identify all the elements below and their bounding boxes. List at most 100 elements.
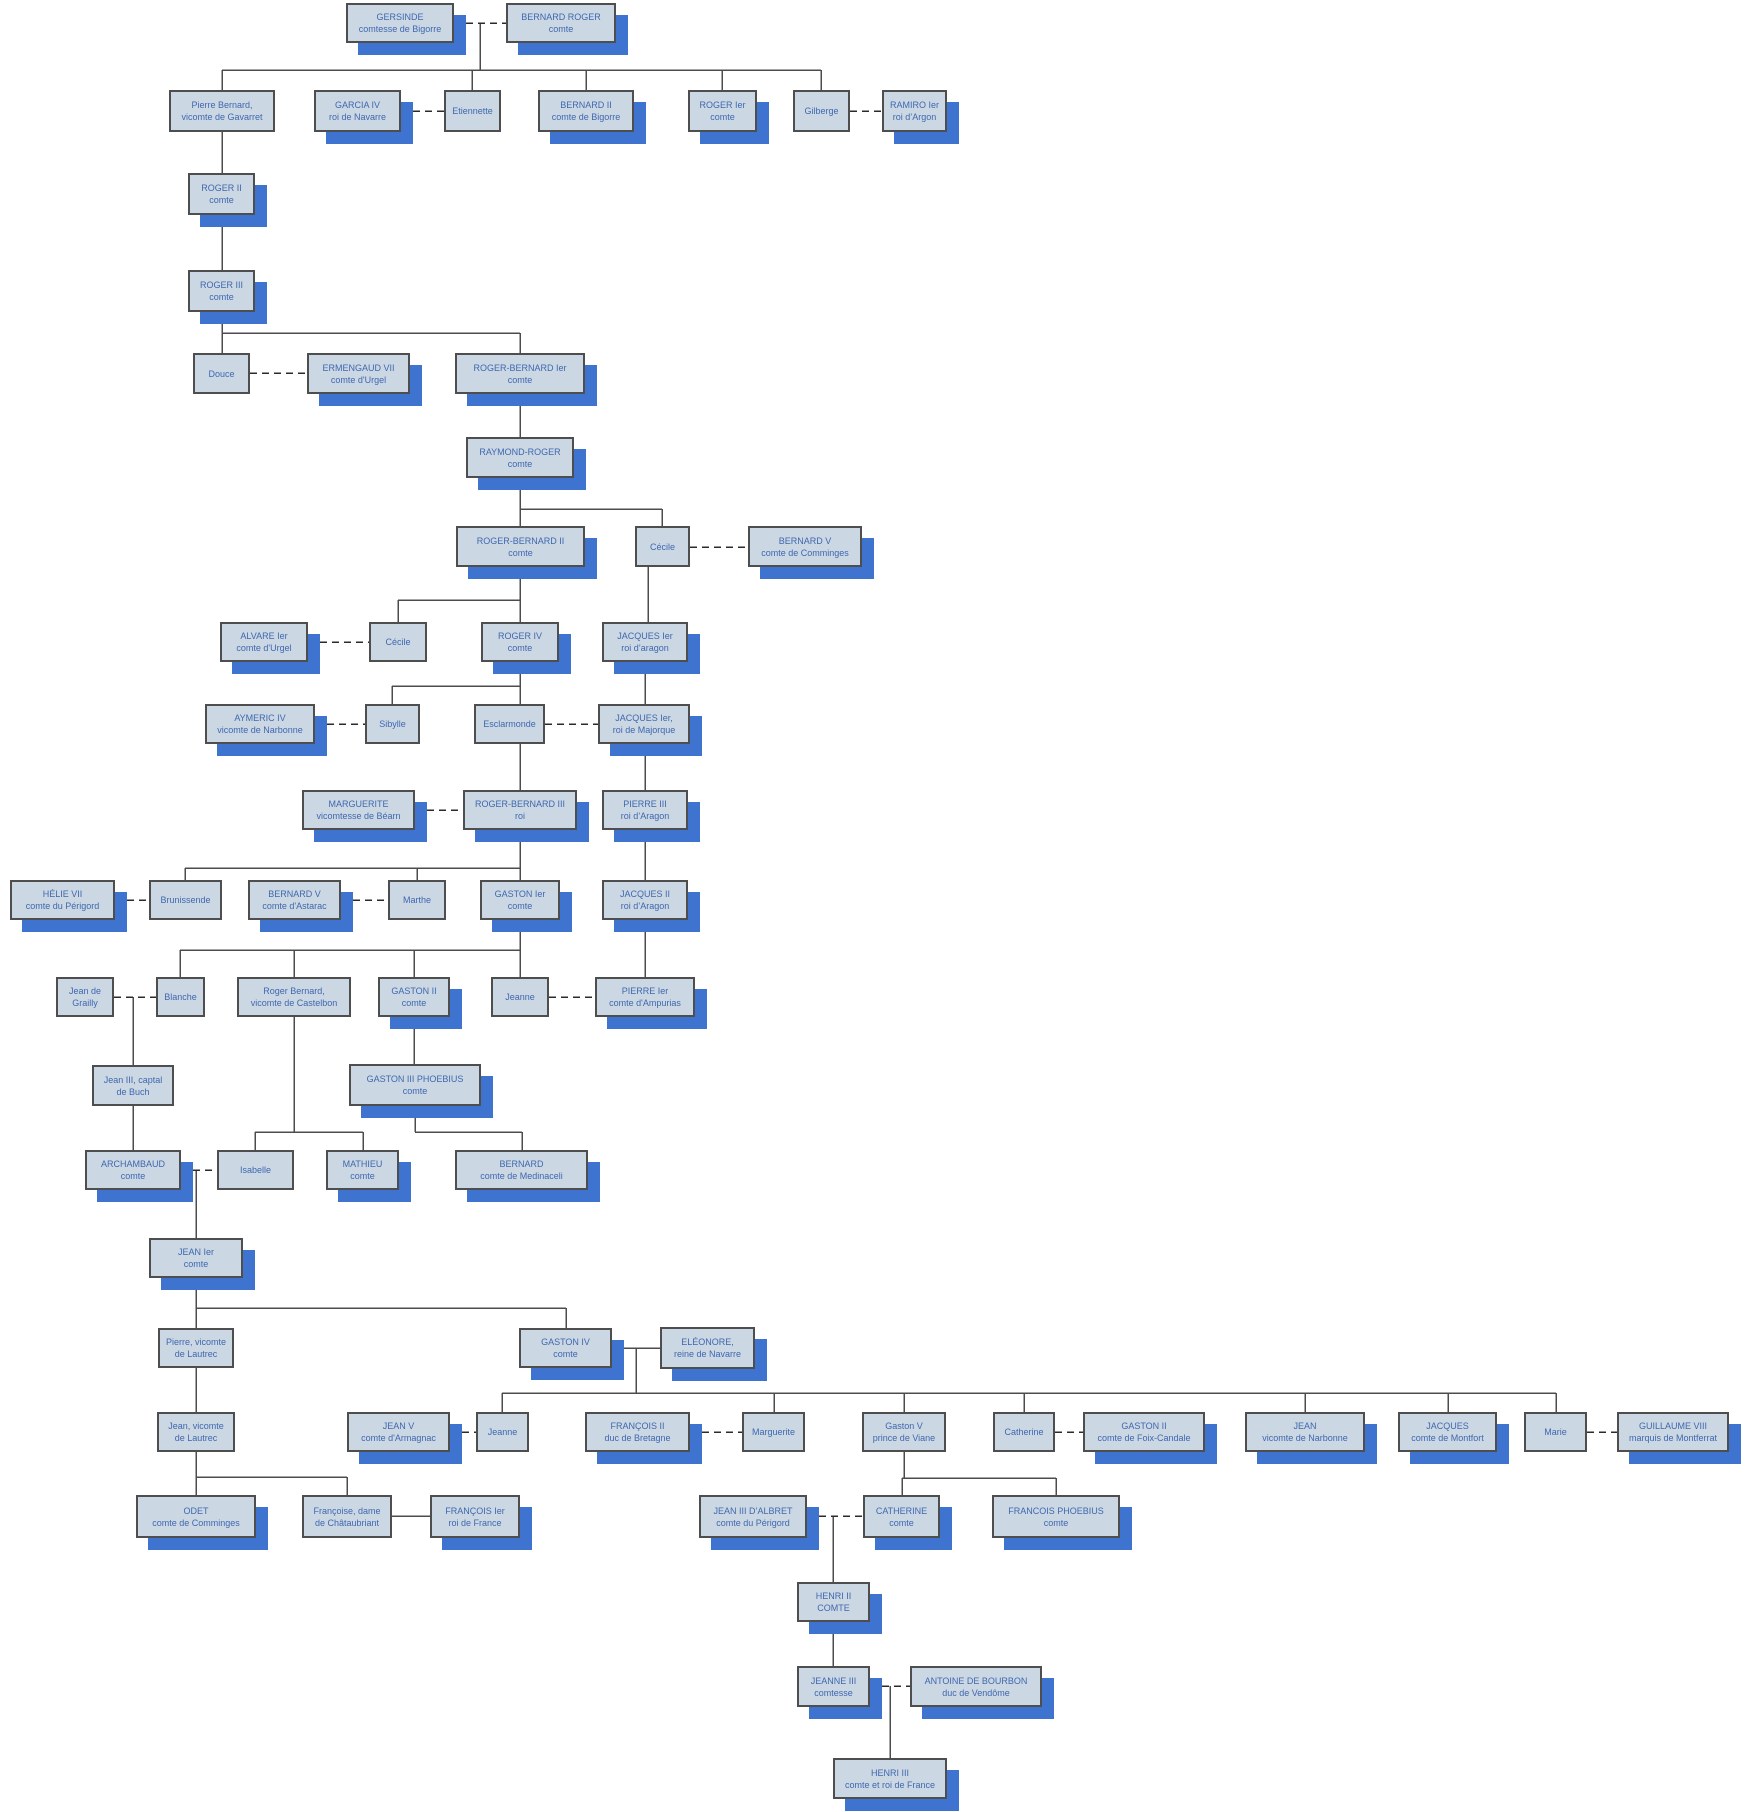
person-title: comte <box>507 374 533 385</box>
tree-node-guillaume-viii: GUILLAUME VIII marquis de Montferrat <box>1617 1412 1729 1452</box>
person-title: comte <box>507 901 533 911</box>
person-title: vicomte de Narbonne <box>1262 1433 1348 1443</box>
tree-node-marguerite-bearn: MARGUERITE vicomtesse de Béarn <box>302 790 415 830</box>
person-title: roi de Navarre <box>328 112 387 122</box>
tree-node-gaston-ier: GASTON Ier comte <box>480 880 560 920</box>
tree-node-marthe: Marthe <box>388 880 446 920</box>
tree-node-raymond-roger: RAYMOND-ROGER comte <box>466 437 574 478</box>
person-title: roi de France <box>448 1517 502 1528</box>
tree-node-jeanne-armagnac: Jeanne <box>476 1412 529 1452</box>
tree-node-odet: ODET comte de Comminges <box>136 1495 256 1538</box>
tree-node-marguerite-bretagne: Marguerite <box>742 1412 805 1452</box>
person-title: comte <box>507 458 533 469</box>
person-name: Gilberge <box>804 106 839 116</box>
person-name: Jean de <box>68 986 102 996</box>
tree-node-gaston-ii: GASTON II comte <box>378 977 450 1017</box>
person-title: marquis de Montferrat <box>1628 1433 1718 1443</box>
person-name: Cécile <box>385 637 411 647</box>
tree-node-catherine-candale: Catherine <box>993 1412 1055 1452</box>
tree-node-roger-iv: ROGER IV comte <box>481 622 559 662</box>
person-name: Cécile <box>649 541 675 552</box>
person-name: RAYMOND-ROGER <box>479 446 561 457</box>
person-name: Marie <box>1544 1427 1567 1437</box>
person-title: comte <box>710 112 735 122</box>
tree-node-bernard-v-astarac: BERNARD V comte d'Astarac <box>248 880 341 920</box>
tree-node-jacques-majorque: JACQUES Ier, roi de Majorque <box>598 704 690 744</box>
person-name: Jean, vicomte <box>168 1421 224 1431</box>
person-name: FRANÇOIS Ier <box>445 1505 505 1516</box>
tree-node-blanche: Blanche <box>156 977 205 1017</box>
person-name: ODET <box>183 1505 209 1516</box>
tree-node-francois-ier: FRANÇOIS Ier roi de France <box>430 1495 520 1538</box>
tree-node-jeanne-foix: Jeanne <box>491 977 549 1017</box>
person-title: comte <box>507 643 533 653</box>
person-title: vicomte de Castelbon <box>250 998 338 1008</box>
person-name: ALVARE Ier <box>240 631 288 641</box>
tree-node-gaston-ii-foix-candale: GASTON II comte de Foix-Candale <box>1083 1412 1205 1452</box>
person-name: JEAN V <box>382 1421 415 1431</box>
tree-node-ermengaud-vii: ERMENGAUD VII comte d'Urgel <box>307 353 410 394</box>
person-name: ROGER Ier <box>699 100 746 110</box>
tree-node-jean-iii-captal: Jean III, captal de Buch <box>92 1065 174 1106</box>
person-name: Blanche <box>164 992 197 1002</box>
tree-node-pierre-lautrec: Pierre, vicomte de Lautrec <box>158 1328 234 1368</box>
tree-node-henri-ii: HENRI II COMTE <box>797 1582 870 1622</box>
tree-node-jacques-ii: JACQUES II roi d’Aragon <box>602 880 688 920</box>
person-name: Esclarmonde <box>483 719 536 729</box>
person-name: GASTON Ier <box>494 889 546 899</box>
person-name: BERNARD ROGER <box>521 12 601 22</box>
tree-node-jean-iii-albret: JEAN III D’ALBRET comte du Périgord <box>699 1495 807 1538</box>
tree-node-roger-bernard-iii: ROGER-BERNARD III roi <box>463 790 577 830</box>
person-name: Catherine <box>1004 1427 1044 1437</box>
person-title: comte du Périgord <box>716 1517 790 1528</box>
person-title: comte du Périgord <box>25 901 100 911</box>
person-title: de Buch <box>116 1086 150 1097</box>
tree-node-jean-ier: JEAN Ier comte <box>149 1238 243 1278</box>
tree-node-gersinde: GERSINDE comtesse de Bigorre <box>346 3 454 43</box>
tree-node-etiennette: Etiennette <box>444 90 501 132</box>
tree-node-gilberge: Gilberge <box>793 90 850 132</box>
person-name: Etiennette <box>452 106 493 116</box>
person-name: GASTON II <box>1121 1421 1167 1431</box>
person-name: GUILLAUME VIII <box>1638 1421 1708 1431</box>
person-title: roi d’Argon <box>892 112 937 122</box>
person-name: ROGER IV <box>497 631 542 641</box>
person-name: JEAN Ier <box>177 1247 214 1257</box>
person-title: de Lautrec <box>174 1433 218 1443</box>
person-title: comte <box>553 1349 578 1359</box>
tree-node-jean-de-grailly: Jean de Grailly <box>56 977 114 1017</box>
person-title: de Lautrec <box>174 1349 218 1359</box>
tree-node-esclarmonde: Esclarmonde <box>474 704 545 744</box>
person-title: comte de Comminges <box>761 547 849 558</box>
person-title: COMTE <box>817 1603 850 1613</box>
tree-node-francoise-chataubriant: Françoise, dame de Châtaubriant <box>302 1495 392 1538</box>
person-title: comte <box>548 24 574 34</box>
tree-node-roger-bernard-ii: ROGER-BERNARD II comte <box>456 526 585 567</box>
tree-node-francois-ii-bretagne: FRANÇOIS II duc de Bretagne <box>585 1412 690 1452</box>
person-title: reine de Navarre <box>673 1349 742 1359</box>
person-name: ARCHAMBAUD <box>100 1159 165 1169</box>
person-name: PIERRE Ier <box>621 986 669 996</box>
person-name: Douce <box>208 368 235 379</box>
person-title: comte de Medinaceli <box>480 1171 563 1181</box>
person-name: GASTON III PHOEBIUS <box>366 1074 464 1084</box>
person-name: ROGER III <box>199 280 243 290</box>
person-title: comte d'Armagnac <box>361 1433 436 1443</box>
person-name: ELÉONORE, <box>681 1337 734 1347</box>
tree-node-cecile-urgel: Cécile <box>369 622 427 662</box>
tree-node-douce: Douce <box>193 353 250 394</box>
tree-node-jacques-montfort: JACQUES comte de Montfort <box>1398 1412 1497 1452</box>
tree-node-gaston-v-viane: Gaston V prince de Viane <box>862 1412 946 1452</box>
person-title: comte de Comminges <box>152 1517 240 1528</box>
tree-node-roger-bernard-ier: ROGER-BERNARD Ier comte <box>455 353 585 394</box>
person-name: Jeanne <box>505 992 535 1002</box>
person-name: ROGER II <box>201 183 242 193</box>
person-name: AYMERIC IV <box>234 713 286 723</box>
person-name: FRANCOIS PHOEBIUS <box>1008 1505 1104 1516</box>
tree-node-sibylle: Sibylle <box>365 704 420 744</box>
person-title: comte <box>889 1517 914 1528</box>
person-name: PIERRE III <box>623 799 667 809</box>
tree-node-antoine-bourbon: ANTOINE DE BOURBON duc de Vendôme <box>910 1666 1042 1707</box>
person-name: GERSINDE <box>376 12 424 22</box>
